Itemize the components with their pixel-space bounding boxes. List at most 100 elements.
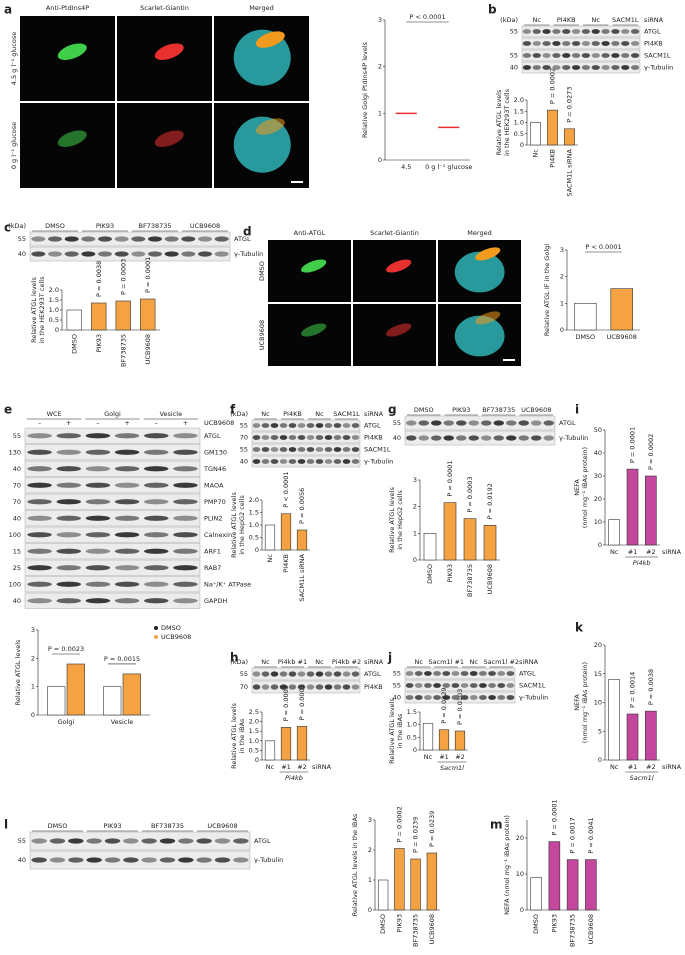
p-value: P = 0.0001	[446, 460, 454, 496]
band	[181, 251, 196, 257]
band	[56, 482, 81, 488]
band	[31, 236, 46, 242]
blot-strip	[24, 427, 201, 444]
band	[342, 671, 351, 677]
band	[562, 53, 571, 58]
band	[196, 857, 212, 863]
blot-label: RAB7	[204, 564, 221, 572]
band	[159, 857, 176, 863]
bar	[530, 122, 541, 146]
y-tick-label: 1	[31, 683, 35, 691]
band	[456, 435, 467, 441]
band	[324, 684, 333, 690]
band	[552, 41, 561, 46]
band	[351, 684, 360, 690]
p-value: P = 0.0229	[440, 687, 448, 723]
band	[114, 499, 140, 505]
bar	[610, 288, 633, 331]
bar	[122, 673, 141, 716]
p-value: P < 0.0001	[409, 13, 445, 21]
blot-strip	[521, 61, 641, 74]
x-tick-label: #2	[297, 763, 307, 771]
kda-marker: 55	[393, 670, 401, 678]
band	[86, 838, 102, 844]
lane-header: Nc	[415, 658, 424, 666]
band	[104, 857, 121, 863]
blot-strip	[24, 526, 201, 543]
lane-subheader: –	[38, 419, 41, 427]
panel-letter: f	[230, 403, 236, 417]
band	[233, 857, 249, 863]
band	[506, 671, 515, 676]
band	[270, 459, 279, 464]
y-tick-label: 3	[413, 476, 417, 484]
x-tick-label: Vesicle	[111, 718, 134, 726]
band	[173, 565, 198, 571]
y-tick-label: 1	[368, 876, 372, 884]
band	[315, 423, 324, 428]
y-axis-label: in the iBAs	[238, 718, 246, 753]
header-suffix: siRNA	[644, 16, 664, 24]
band	[288, 447, 297, 452]
panel-letter: k	[575, 621, 584, 635]
y-tick-label: 2.0	[249, 718, 259, 726]
band	[306, 671, 315, 677]
blot-label: γ-Tubulin	[559, 434, 588, 442]
p-value: P < 0.0001	[282, 472, 290, 508]
blot-strip	[251, 443, 361, 456]
band	[85, 499, 111, 505]
header-suffix: siRNA	[364, 410, 384, 418]
panel-letter: d	[243, 225, 252, 239]
channel-label: Anti-ATGL	[294, 229, 326, 237]
band	[601, 29, 610, 34]
band	[315, 447, 324, 452]
band	[85, 466, 111, 472]
y-tick-label: 1.0	[249, 737, 259, 745]
band	[144, 515, 169, 521]
group-label: Pi4kb	[285, 774, 303, 782]
lane-header: Vesicle	[160, 410, 183, 418]
band	[630, 53, 640, 58]
band	[351, 423, 360, 428]
y-axis-label: (nmol mg⁻¹ iBAs protein)	[581, 662, 589, 743]
y-tick-label: 2	[368, 846, 372, 854]
y-tick-label: 0	[520, 141, 524, 149]
band	[144, 466, 169, 472]
lane-header: Nc	[533, 16, 542, 24]
lane-header: BF738735	[482, 406, 515, 414]
lane-header: Golgi	[104, 410, 121, 418]
band	[571, 29, 581, 34]
y-tick-label: 2	[378, 63, 382, 71]
band	[56, 598, 81, 604]
kda-marker: 55	[240, 670, 248, 678]
band	[333, 684, 342, 690]
band	[31, 838, 47, 844]
blot-strip	[404, 415, 556, 431]
kda-marker: 55	[240, 446, 248, 454]
channel-label: Scarlet-Giantin	[370, 229, 419, 237]
kda-marker: 40	[240, 458, 248, 466]
blot-label: ATGL	[559, 419, 576, 427]
band	[591, 41, 600, 46]
blot-strip	[24, 592, 201, 609]
band	[621, 29, 630, 34]
x-tick-label: PIK93	[550, 914, 558, 932]
y-axis-label: Relative ATGL levels	[388, 698, 396, 764]
band	[114, 433, 140, 439]
band	[433, 671, 441, 676]
lane-header: Nc	[592, 16, 601, 24]
band	[252, 684, 261, 690]
blot-strip	[24, 543, 201, 560]
band	[562, 29, 571, 34]
band	[351, 459, 360, 464]
band	[493, 420, 504, 426]
band	[114, 515, 140, 521]
y-tick-label: 2	[31, 654, 35, 662]
kda-marker: 40	[13, 465, 21, 473]
band	[324, 447, 333, 452]
kda-marker: 70	[240, 683, 248, 691]
band	[306, 423, 315, 428]
blot-label: γ-Tubulin	[254, 856, 283, 864]
band	[456, 420, 467, 426]
band	[424, 671, 432, 676]
